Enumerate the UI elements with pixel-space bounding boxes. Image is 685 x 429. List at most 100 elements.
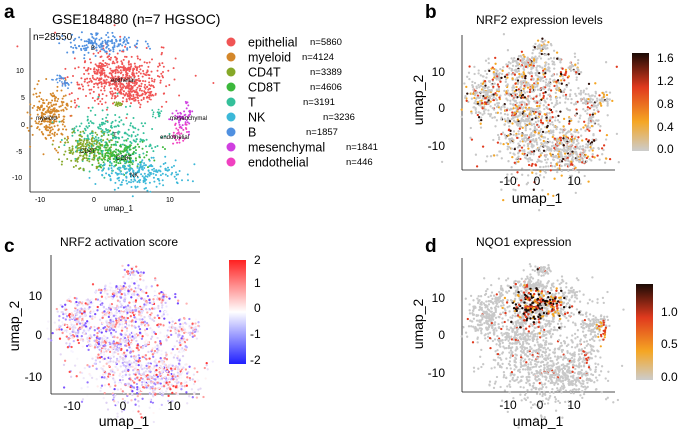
cell-nrf2-expression: [559, 71, 563, 74]
cell-b: [74, 46, 77, 49]
cell-nrf2-expression: [591, 152, 594, 156]
cell-epithelial: [78, 87, 81, 90]
cell-epithelial: [97, 86, 100, 89]
cell-nrf2-expression: [563, 79, 566, 82]
cell-b: [95, 37, 98, 40]
cell-epithelial: [110, 69, 113, 72]
cell-cd4t: [95, 143, 98, 146]
cell-nrf2-expression: [596, 109, 599, 112]
cell-epithelial: [88, 88, 91, 91]
cell-nrf2-expression: [587, 119, 590, 122]
cell-nrf2-expression: [558, 158, 562, 161]
cell-myeloid: [41, 132, 44, 135]
cell-cd8t: [106, 159, 109, 162]
cell-nk: [166, 169, 169, 172]
cell-cd4t: [92, 144, 95, 147]
cell-epithelial: [141, 75, 144, 78]
cell-epithelial: [87, 106, 90, 109]
cell-nrf2-expression: [506, 83, 509, 86]
cell-epithelial: [119, 85, 122, 88]
cell-nrf2-score: [122, 285, 125, 288]
cell-nrf2-score: [86, 338, 89, 341]
cell-nrf2-score: [140, 297, 143, 300]
cell-epithelial: [138, 89, 141, 92]
cell-nrf2-expression: [503, 123, 506, 126]
cell-nrf2-expression: [557, 148, 560, 151]
cell-myeloid: [52, 107, 55, 110]
cell-nrf2-expression: [558, 142, 561, 145]
cell-myeloid: [49, 119, 52, 122]
cell-epithelial: [140, 99, 143, 102]
cell-epithelial: [87, 67, 90, 69]
cell-nrf2-score: [171, 320, 174, 323]
cell-t: [91, 134, 94, 137]
cell-mesenchymal: [191, 110, 194, 113]
cell-nrf2-expression: [478, 103, 481, 107]
cell-myeloid: [62, 128, 64, 131]
cell-epithelial: [102, 67, 105, 70]
cell-nrf2-expression: [482, 89, 485, 92]
cell-nrf2-expression: [570, 101, 573, 105]
cell-myeloid: [47, 101, 50, 104]
cell-nrf2-expression: [555, 147, 558, 150]
cell-nrf2-score: [133, 316, 136, 319]
cell-cd8t: [115, 164, 118, 166]
cell-cd4t: [86, 141, 88, 144]
cell-mesenchymal: [179, 119, 182, 122]
cell-nrf2-expression: [519, 65, 522, 68]
cell-epithelial: [100, 78, 102, 80]
cell-nrf2-expression: [512, 86, 516, 89]
cell-t: [145, 145, 147, 148]
panel-b-xtick: 0: [534, 174, 541, 188]
cell-nrf2-expression: [611, 99, 614, 103]
cell-nrf2-expression: [531, 77, 534, 80]
cell-epithelial: [148, 94, 150, 97]
cell-cd4t: [88, 141, 91, 144]
cell-cd4t: [76, 160, 79, 163]
cell-epithelial: [145, 92, 148, 95]
cell-nrf2-score: [110, 312, 114, 316]
cell-b: [61, 83, 64, 85]
cell-nrf2-expression: [511, 155, 514, 159]
cell-b: [111, 31, 114, 34]
cell-nrf2-expression: [556, 170, 559, 174]
cell-nrf2-score: [138, 327, 142, 331]
cell-epithelial: [138, 94, 141, 97]
cell-nrf2-score: [123, 288, 126, 291]
cell-nrf2-expression: [547, 121, 550, 124]
cell-myeloid: [48, 106, 51, 109]
cell-cd4t: [90, 138, 93, 141]
cell-nrf2-expression: [532, 97, 535, 100]
cell-cd8t: [125, 148, 128, 151]
cell-nrf2-expression: [498, 96, 501, 99]
cell-myeloid: [39, 123, 42, 126]
cell-t: [115, 144, 118, 147]
cell-cd4t: [85, 154, 88, 157]
cell-nrf2-expression: [537, 44, 540, 48]
cell-nrf2-expression: [544, 81, 548, 84]
cell-nrf2-score: [89, 315, 92, 318]
cell-nrf2-expression: [529, 151, 532, 154]
cell-t: [120, 119, 123, 122]
cell-epithelial: [112, 60, 115, 63]
cell-nrf2-expression: [553, 125, 556, 128]
cell-myeloid: [67, 137, 70, 140]
cell-nrf2-score: [129, 309, 132, 313]
cell-cd4t: [92, 158, 95, 161]
cell-nrf2-expression: [539, 57, 543, 60]
cell-nrf2-expression: [555, 110, 558, 113]
cell-nrf2-expression: [562, 137, 565, 140]
cell-nrf2-expression: [541, 87, 544, 90]
cell-nrf2-expression: [578, 72, 581, 76]
cell-b: [67, 83, 70, 86]
cell-epithelial: [86, 69, 89, 72]
cell-cd8t: [119, 151, 122, 154]
legend-label-endothelial: endothelial: [248, 156, 308, 170]
cell-epithelial: [120, 60, 123, 63]
cell-t: [149, 144, 152, 147]
cell-nrf2-expression: [523, 137, 526, 140]
cell-nrf2-expression: [518, 114, 521, 117]
cell-nk: [175, 177, 178, 180]
cell-myeloid: [26, 111, 29, 114]
cell-epithelial: [129, 93, 132, 96]
